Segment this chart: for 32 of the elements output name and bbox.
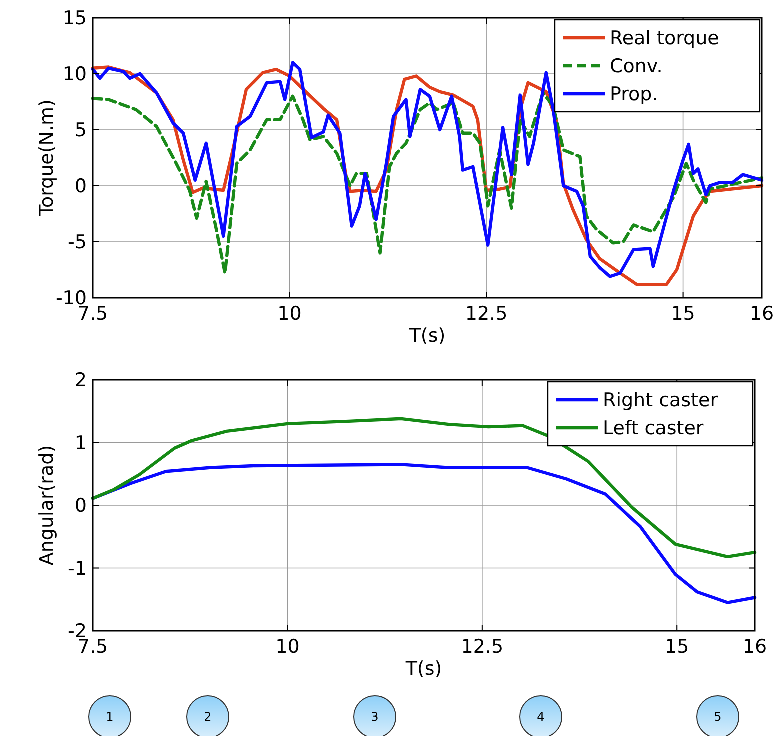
x-tick-label: 16 xyxy=(750,303,774,325)
y-axis-title: Torque(N.m) xyxy=(36,100,58,218)
y-tick-label: 1 xyxy=(74,432,87,454)
x-tick-label: 12.5 xyxy=(465,303,508,325)
legend-label: Left caster xyxy=(603,418,704,440)
text: 1 xyxy=(106,710,114,724)
y-tick-label: 2 xyxy=(74,370,87,392)
y-tick-label: -1 xyxy=(68,558,87,580)
y-tick-label: -5 xyxy=(68,232,87,254)
text: 5 xyxy=(714,710,722,724)
text: 4 xyxy=(537,710,545,724)
y-axis-title: Angular(rad) xyxy=(36,445,58,566)
legend-label: Prop. xyxy=(610,84,658,106)
legend-label: Real torque xyxy=(610,28,720,50)
x-tick-label: 10 xyxy=(276,636,300,658)
y-tick-label: 0 xyxy=(74,495,87,518)
x-axis-title: T(s) xyxy=(404,658,442,680)
y-tick-label: 5 xyxy=(74,120,87,142)
legend-label: Right caster xyxy=(603,390,718,412)
text: 3 xyxy=(371,710,379,724)
x-tick-label: 15 xyxy=(665,636,690,658)
legend-label: Conv. xyxy=(610,56,663,78)
line-series xyxy=(91,417,757,559)
x-axis-title: T(s) xyxy=(408,325,446,347)
x-tick-label: 15 xyxy=(671,303,696,325)
y-tick-label: 15 xyxy=(62,8,87,30)
y-tick-label: 10 xyxy=(62,64,87,86)
x-tick-label: 10 xyxy=(278,303,302,325)
x-tick-label: 12.5 xyxy=(461,636,504,658)
text: 2 xyxy=(204,710,212,724)
x-tick-label: 16 xyxy=(742,636,768,658)
y-tick-label: 0 xyxy=(74,176,87,198)
